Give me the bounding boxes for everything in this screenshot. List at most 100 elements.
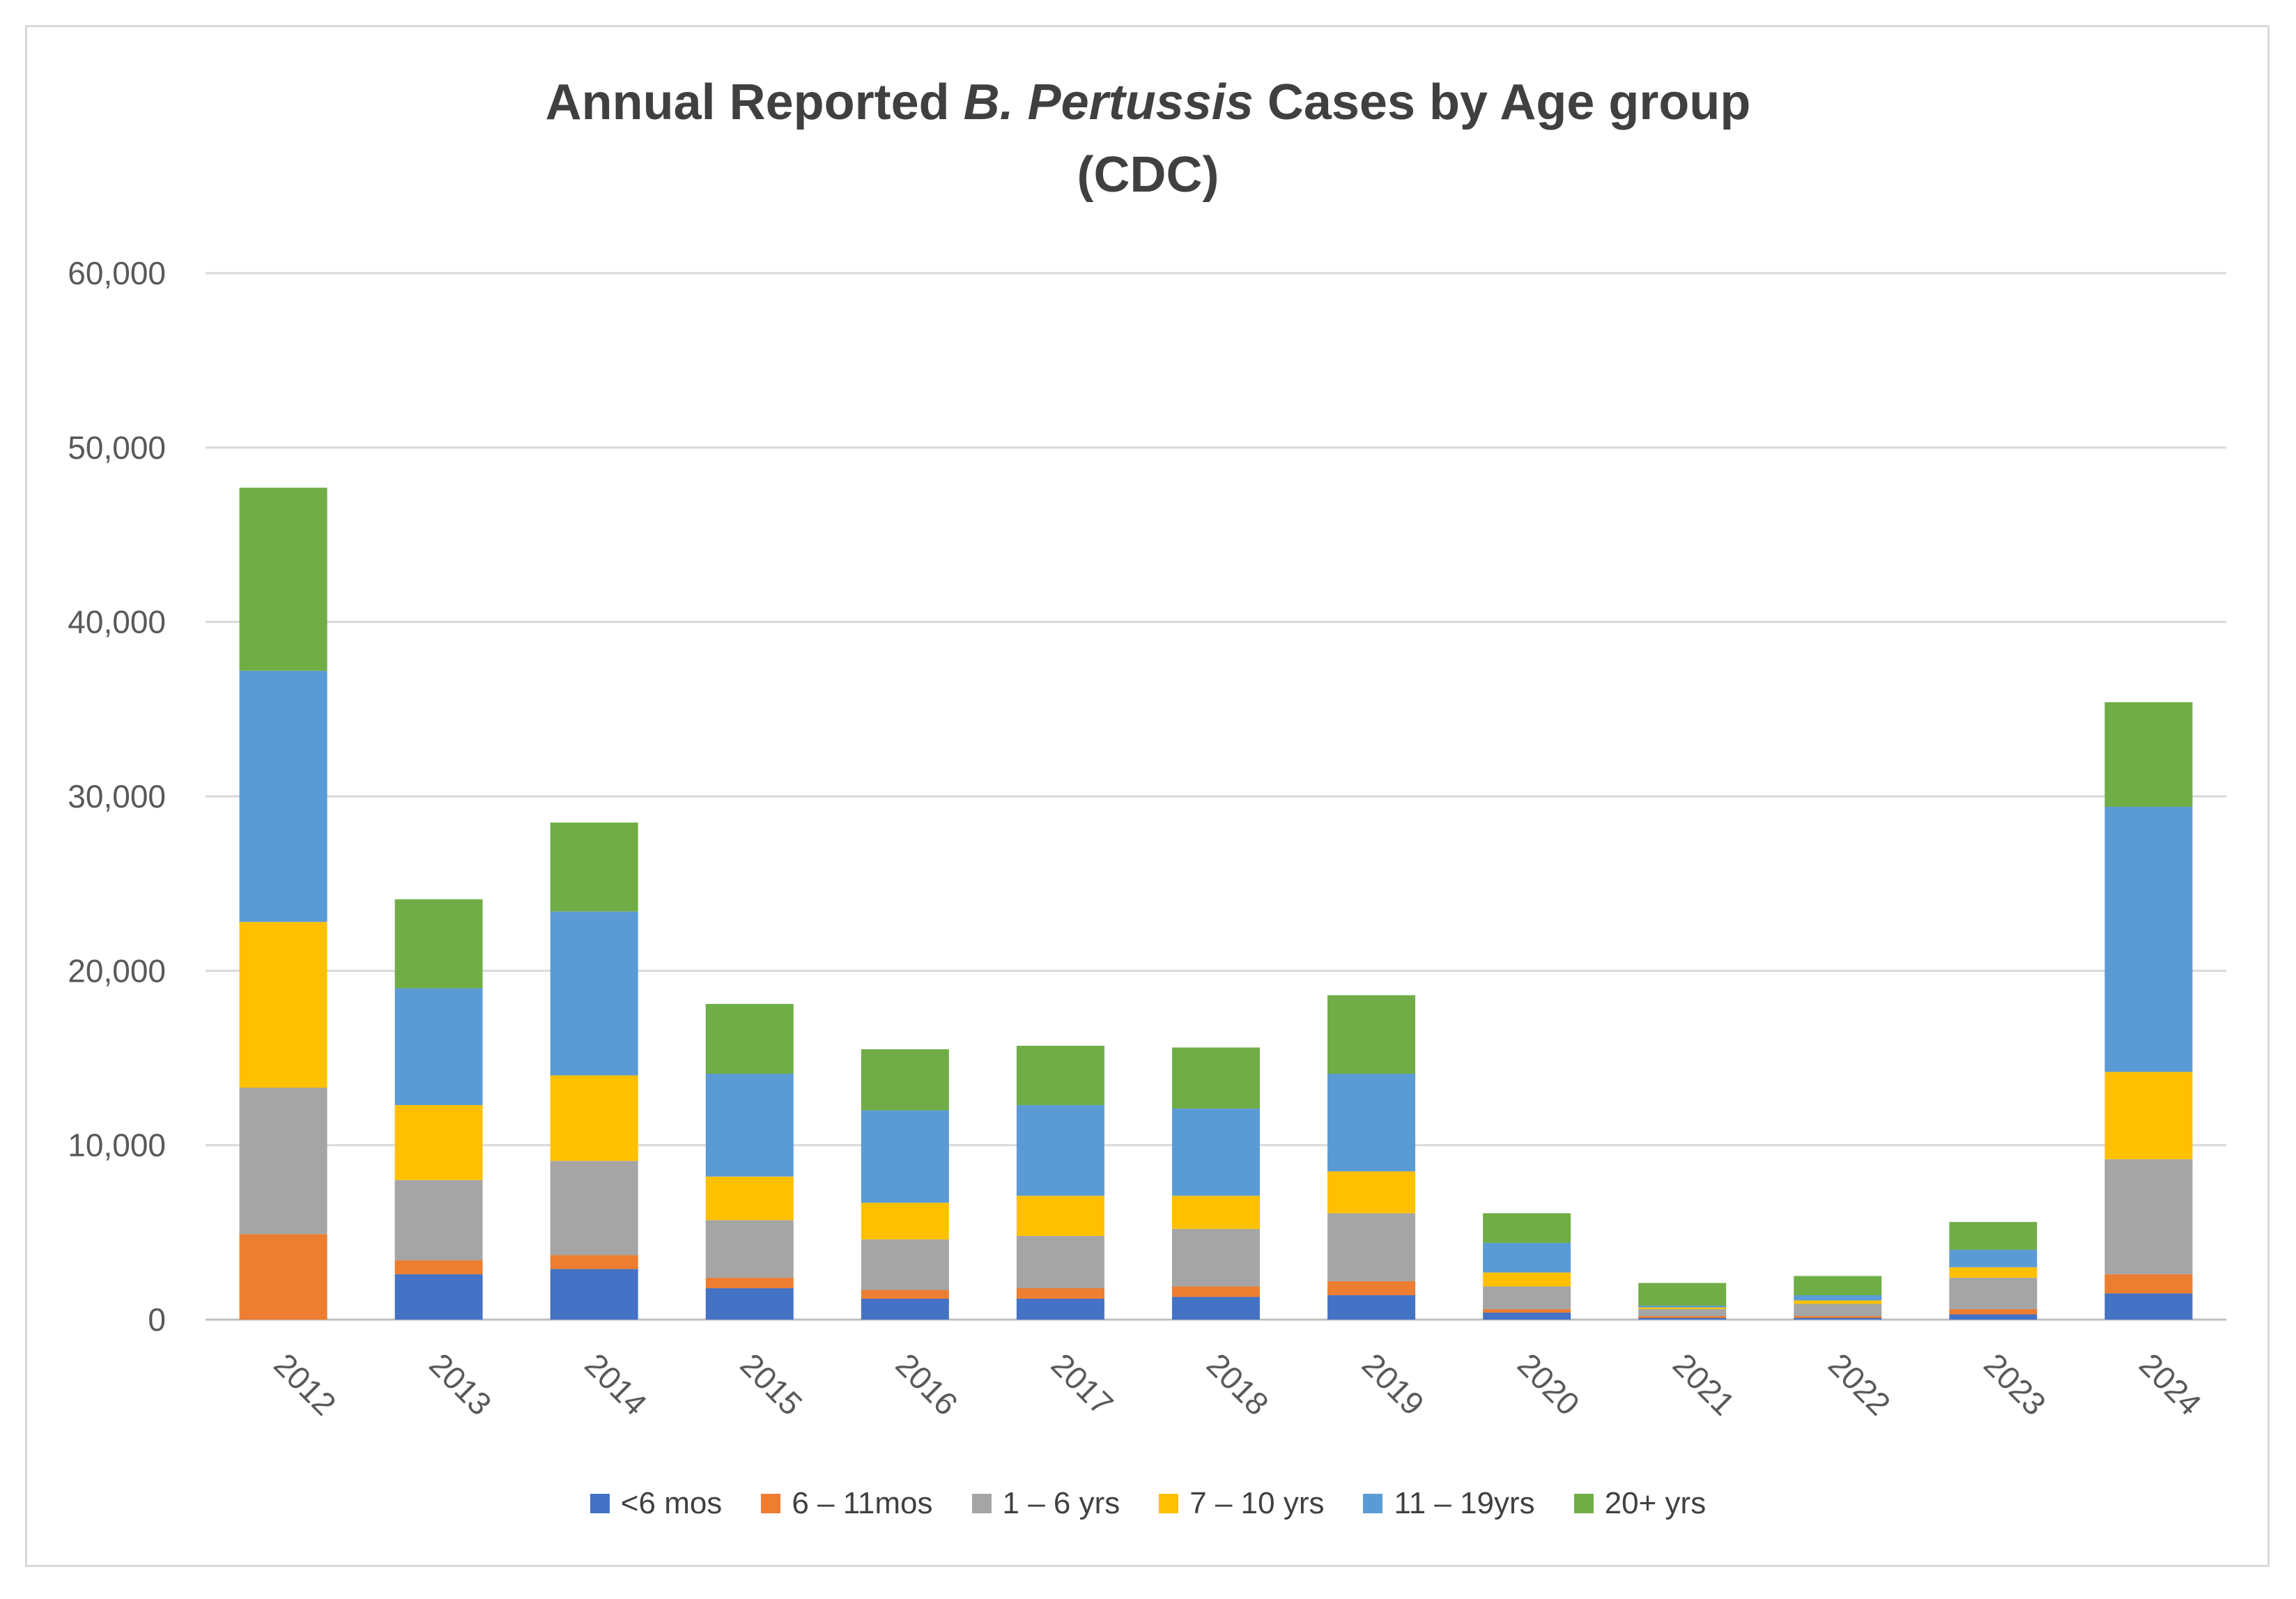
legend-swatch [1363,1494,1383,1513]
axes: 0 10,000 20,000 30,000 40,000 50,000 60,000 201… [68,255,2208,1422]
bar-segment-2012-s3 [239,922,328,1088]
x-tick-label-2015: 2015 [734,1346,810,1422]
x-tick-label-2019: 2019 [1355,1346,1431,1422]
bar-segment-2013-s2 [394,1180,483,1260]
bar-segment-2015-s0 [705,1288,794,1320]
legend-swatch [1159,1494,1179,1513]
x-tick-label-2018: 2018 [1200,1346,1276,1422]
bar-segment-2022-s1 [1794,1315,1882,1318]
bar-segment-2013-s4 [394,988,483,1106]
bar-segment-2016-s0 [861,1298,949,1320]
bar-segment-2019-s1 [1327,1281,1416,1295]
bar-segment-2014-s1 [550,1255,638,1269]
bar-segment-2014-s3 [550,1075,638,1161]
y-tick-label: 20,000 [68,952,166,989]
bar-segment-2020-s3 [1483,1272,1571,1287]
bar-segment-2017-s3 [1016,1196,1104,1236]
bar-segment-2019-s3 [1327,1171,1416,1214]
bar-segment-2013-s5 [394,899,483,989]
bar-segment-2016-s5 [861,1049,949,1111]
legend-label: 6 – 11mos [792,1486,933,1520]
bar-segment-2019-s2 [1327,1213,1416,1281]
bar-segment-2023-s5 [1949,1221,2037,1250]
bar-segment-2024-s5 [2104,702,2193,808]
bar-segment-2021-s0 [1638,1318,1727,1320]
bar-segment-2018-s0 [1172,1297,1260,1320]
bar-segment-2017-s2 [1016,1235,1104,1288]
bar-segment-2021-s4 [1638,1305,1727,1308]
chart-title-line-2: (CDC) [1077,147,1219,203]
x-tick-label-2023: 2023 [1977,1346,2053,1422]
legend-swatch [761,1494,781,1513]
x-tick-label-2013: 2013 [422,1346,498,1422]
legend-item-2: 1 – 6 yrs [971,1486,1120,1521]
bar-segment-2024-s1 [2104,1274,2193,1294]
bar-segment-2019-s5 [1327,995,1416,1074]
bar-segment-2022-s3 [1794,1300,1882,1304]
y-tick-label: 10,000 [68,1127,166,1164]
legend-item-1: 6 – 11mos [761,1486,933,1521]
bar-segment-2023-s2 [1949,1277,2037,1309]
x-tick-label-2022: 2022 [1821,1346,1897,1422]
bar-segment-2019-s0 [1327,1295,1416,1320]
title-prefix: Annual Reported [545,75,964,130]
bar-segment-2022-s4 [1794,1295,1882,1301]
legend-item-3: 7 – 10 yrs [1159,1486,1324,1521]
gridlines [206,272,2226,1321]
bar-segment-2023-s3 [1949,1267,2037,1278]
legend-label: 1 – 6 yrs [1002,1486,1120,1520]
bar-segment-2024-s3 [2104,1072,2193,1159]
bar-segment-2023-s4 [1949,1249,2037,1267]
bar-segment-2012-s4 [239,670,328,922]
legend-label: 11 – 19yrs [1394,1486,1535,1520]
bar-segment-2017-s5 [1016,1045,1104,1106]
bar-segment-2016-s2 [861,1239,949,1290]
bar-segment-2016-s4 [861,1110,949,1203]
y-tick-label: 30,000 [68,778,166,814]
y-tick-label: 60,000 [68,255,166,291]
legend-item-0: <6 mos [590,1486,723,1521]
bar-segment-2012-s5 [239,487,328,671]
bar-segment-2015-s3 [705,1176,794,1221]
bar-segment-2023-s0 [1949,1314,2037,1320]
chart-title: Annual Reported B. Pertussis Cases by Ag… [0,66,2296,211]
bar-segment-2017-s4 [1016,1105,1104,1196]
chart-title-line-1: Annual Reported B. Pertussis Cases by Ag… [0,66,2296,139]
bar-segment-2015-s2 [705,1220,794,1278]
bar-segment-2014-s0 [550,1269,638,1320]
bar-segment-2018-s4 [1172,1109,1260,1196]
bar-segment-2022-s0 [1794,1318,1882,1320]
x-tick-label-2021: 2021 [1666,1346,1742,1422]
bar-segment-2021-s1 [1638,1315,1727,1318]
bar-segment-2020-s0 [1483,1312,1571,1320]
legend-label: <6 mos [620,1486,723,1520]
bar-segment-2014-s5 [550,822,638,912]
bar-segment-2016-s3 [861,1203,949,1239]
y-tick-label: 40,000 [68,604,166,640]
legend-swatch [590,1494,610,1513]
bar-segment-2024-s2 [2104,1159,2193,1274]
bar-segment-2018-s2 [1172,1228,1260,1287]
bar-segment-2013-s3 [394,1105,483,1180]
bar-segment-2018-s3 [1172,1196,1260,1229]
bar-segment-2017-s1 [1016,1288,1104,1299]
x-tick-label-2016: 2016 [889,1346,965,1422]
bar-segment-2012-s1 [239,1234,328,1320]
bar-segment-2024-s4 [2104,807,2193,1072]
bar-segment-2012-s2 [239,1088,328,1235]
bar-segment-2017-s0 [1016,1298,1104,1320]
y-tick-label: 0 [148,1301,166,1338]
legend: <6 mos 6 – 11mos 1 – 6 yrs 7 – 10 yrs 11 – 1… [0,1476,2296,1531]
bar-segment-2020-s5 [1483,1213,1571,1243]
bar-segment-2020-s4 [1483,1242,1571,1273]
bar-segment-2018-s1 [1172,1286,1260,1297]
legend-label: 20+ yrs [1604,1486,1706,1520]
bar-segment-2016-s1 [861,1290,949,1299]
bar-segment-2015-s4 [705,1074,794,1177]
legend-label: 7 – 10 yrs [1189,1486,1325,1520]
bar-segment-2022-s5 [1794,1276,1882,1295]
title-italic-species: B. Pertussis [963,75,1254,130]
title-suffix: Cases by Age group [1253,75,1751,130]
bar-segment-2015-s1 [705,1277,794,1288]
